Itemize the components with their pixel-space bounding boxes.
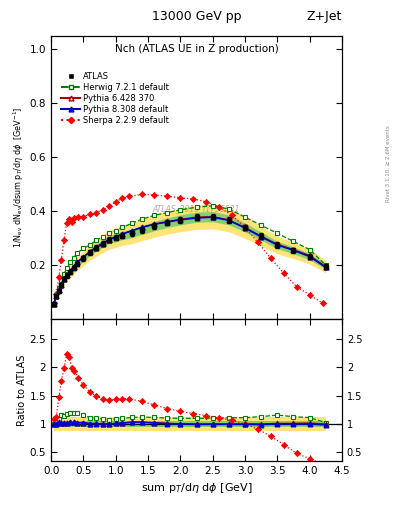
Text: Rivet 3.1.10, ≥ 2.6M events: Rivet 3.1.10, ≥ 2.6M events: [386, 125, 391, 202]
Text: Z+Jet: Z+Jet: [307, 10, 342, 23]
Y-axis label: 1/N$_{\rm ev}$ dN$_{\rm ev}$/dsum p$_T$/d$\eta$ d$\phi$  [GeV$^{-1}$]: 1/N$_{\rm ev}$ dN$_{\rm ev}$/dsum p$_T$/…: [11, 107, 26, 248]
X-axis label: sum p$_T$/d$\eta$ d$\phi$ [GeV]: sum p$_T$/d$\eta$ d$\phi$ [GeV]: [141, 481, 252, 495]
Text: 13000 GeV pp: 13000 GeV pp: [152, 10, 241, 23]
Text: Nch (ATLAS UE in Z production): Nch (ATLAS UE in Z production): [115, 45, 278, 54]
Legend: ATLAS, Herwig 7.2.1 default, Pythia 6.428 370, Pythia 8.308 default, Sherpa 2.2.: ATLAS, Herwig 7.2.1 default, Pythia 6.42…: [58, 68, 173, 129]
Y-axis label: Ratio to ATLAS: Ratio to ATLAS: [17, 354, 27, 425]
Text: ATLAS_2019_I1736531: ATLAS_2019_I1736531: [153, 204, 240, 213]
